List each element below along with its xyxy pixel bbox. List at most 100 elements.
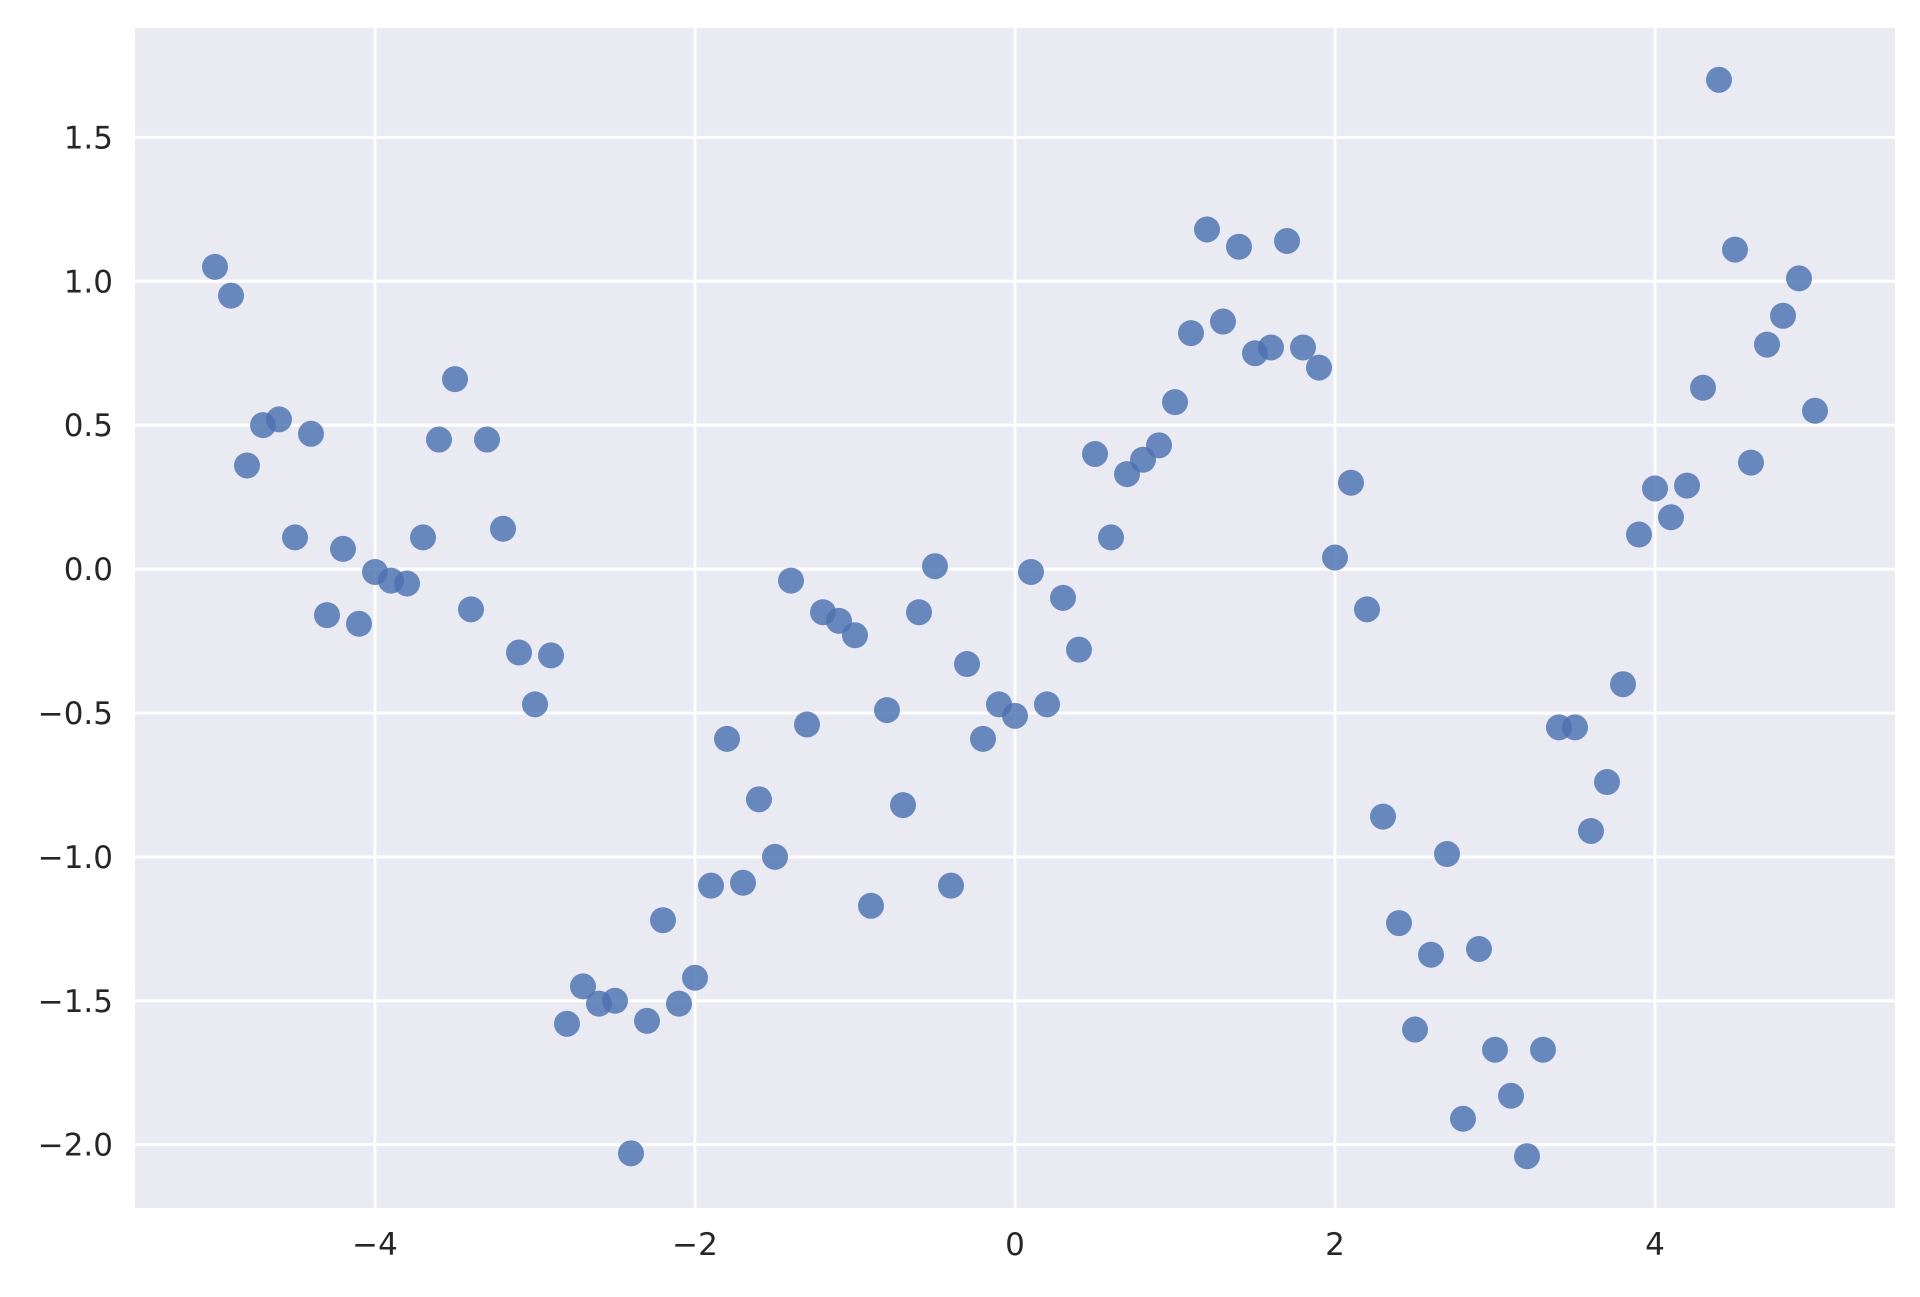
scatter-point [202,253,228,280]
scatter-point [682,964,708,991]
y-tick-label: −1.0 [38,840,113,876]
scatter-point [1066,636,1092,663]
scatter-point [1722,236,1748,263]
y-tick-label: −0.5 [38,696,113,732]
scatter-point [282,524,308,551]
scatter-point [1706,66,1732,93]
scatter-point [554,1010,580,1037]
scatter-point [602,987,628,1014]
x-tick-label: 4 [1645,1227,1665,1263]
scatter-point [1482,1036,1508,1063]
scatter-point [1258,334,1284,361]
scatter-point [1690,374,1716,401]
scatter-point [650,907,676,934]
scatter-point [506,639,532,666]
scatter-point [1194,216,1220,243]
scatter-point [1610,671,1636,698]
scatter-point [1050,584,1076,611]
scatter-point [458,596,484,623]
y-tick-label: 1.0 [64,264,113,300]
scatter-point [634,1007,660,1034]
scatter-point [1338,469,1364,496]
scatter-point [746,786,772,813]
scatter-point [794,711,820,738]
scatter-point [762,843,788,870]
y-tick-label: 0.5 [64,408,113,444]
y-tick-label: 0.0 [64,552,113,588]
scatter-point [1594,769,1620,796]
scatter-point [1578,817,1604,844]
scatter-point [1450,1105,1476,1132]
scatter-point [1002,702,1028,729]
scatter-point [1658,504,1684,531]
scatter-point [410,524,436,551]
scatter-point [698,872,724,899]
scatter-point [218,282,244,309]
scatter-point [922,553,948,580]
scatter-point [1802,397,1828,424]
scatter-point [1098,524,1124,551]
x-tick-label: −4 [352,1227,398,1263]
x-tick-label: −2 [672,1227,718,1263]
scatter-point [1418,941,1444,968]
scatter-point [234,452,260,479]
scatter-point [1434,841,1460,867]
x-tick-label: 0 [1005,1227,1025,1263]
scatter-point [1626,521,1652,548]
scatter-point [1210,308,1236,335]
scatter-point [1466,935,1492,962]
data-points [202,66,1828,1170]
scatter-point [1754,331,1780,358]
scatter-point [618,1140,644,1167]
scatter-point [1674,472,1700,499]
scatter-point [314,602,340,629]
scatter-point [442,366,468,393]
scatter-point [474,426,500,453]
x-tick-label: 2 [1325,1227,1345,1263]
scatter-point [1226,233,1252,260]
scatter-point [730,869,756,896]
scatter-point [346,610,372,637]
scatter-point [1402,1016,1428,1043]
scatter-point [778,567,804,594]
scatter-point [1498,1082,1524,1109]
tick-labels: −4 −2 0 2 4 1.5 1.0 0.5 0.0 −0.5 −1.0 −1.5 −2.0 [38,120,1665,1263]
y-tick-label: −1.5 [38,984,113,1020]
scatter-point [426,426,452,453]
scatter-point [1034,691,1060,718]
scatter-point [890,792,916,819]
scatter-point [1530,1036,1556,1063]
scatter-point [1162,389,1188,416]
scatter-point [266,406,292,433]
scatter-point [1306,354,1332,381]
scatter-point [538,642,564,669]
scatter-point [1786,265,1812,292]
scatter-point [1738,449,1764,476]
scatter-point [330,535,356,562]
scatter-point [938,872,964,899]
scatter-point [1178,320,1204,347]
scatter-point [1146,432,1172,459]
scatter-point [1770,302,1796,329]
scatter-point [1370,803,1396,830]
scatter-point [1018,558,1044,585]
scatter-point [714,725,740,752]
scatter-point [1514,1143,1540,1170]
scatter-point [1290,334,1316,361]
scatter-point [858,892,884,919]
scatter-point [522,691,548,718]
scatter-point [570,973,596,1000]
scatter-point [298,420,324,447]
scatter-point [490,515,516,542]
scatter-point [970,725,996,752]
scatter-point [1274,227,1300,254]
scatter-point [954,651,980,678]
scatter-point [1642,475,1668,502]
scatter-point [1354,596,1380,623]
scatter-point [1386,910,1412,937]
scatter-point [874,697,900,724]
y-tick-label: 1.5 [64,120,113,156]
scatter-point [906,599,932,626]
scatter-point [1562,714,1588,741]
